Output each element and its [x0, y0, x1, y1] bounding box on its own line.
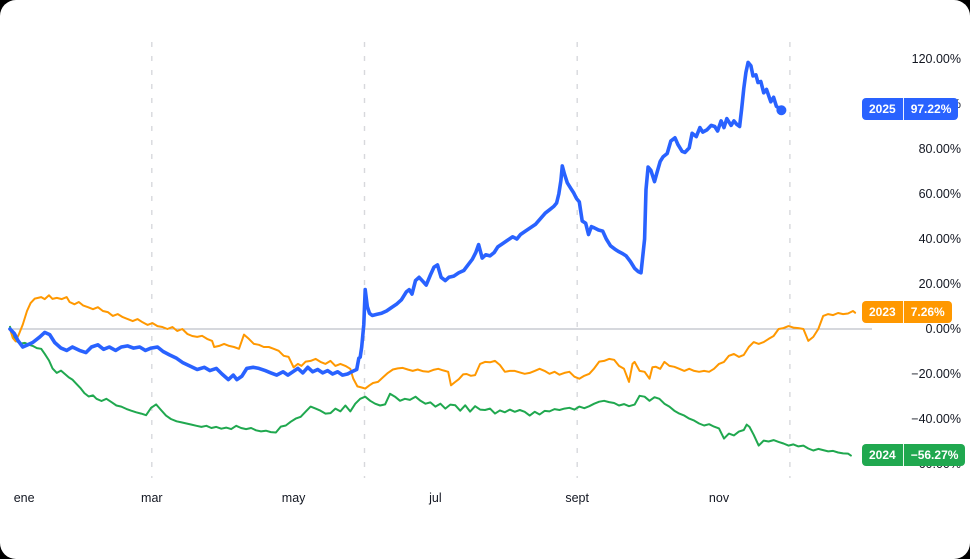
badge-year-label: 2025: [869, 102, 896, 117]
badge-value-label: −56.27%: [902, 443, 966, 466]
badge-year-label: 2024: [869, 447, 896, 462]
series-line-2024[interactable]: [9, 325, 852, 457]
time-tick-label-sept: sept: [565, 491, 589, 505]
price-scale-axis[interactable]: 120.00%100.00%80.00%60.00%40.00%20.00%0.…: [870, 0, 970, 480]
badge-year-label: 2023: [869, 304, 896, 319]
last-value-dot-2025: [776, 105, 787, 116]
series-badge-2023[interactable]: 2023 7.26%: [862, 300, 952, 323]
series-badge-2024[interactable]: 2024 −56.27%: [862, 443, 966, 466]
time-tick-label-mar: mar: [141, 491, 163, 505]
price-tick-label: 60.00%: [918, 187, 961, 201]
price-tick-label: 0.00%: [925, 322, 961, 336]
time-tick-label-jul: jul: [429, 491, 442, 505]
series-line-2023[interactable]: [9, 294, 857, 390]
series-badge-2025[interactable]: 2025 97.22%: [862, 98, 959, 121]
badge-value-label: 97.22%: [902, 98, 959, 121]
price-tick-label: 40.00%: [918, 232, 961, 246]
time-scale-axis[interactable]: ene mar may jul sept nov: [0, 480, 880, 559]
price-tick-label: 20.00%: [918, 277, 961, 291]
price-tick-label: −20.00%: [911, 367, 961, 381]
price-tick-label: 120.00%: [911, 52, 961, 66]
series-line-2025[interactable]: [8, 60, 784, 382]
time-tick-label-nov: nov: [708, 491, 730, 505]
time-tick-label-may: may: [281, 491, 306, 505]
badge-value-label: 7.26%: [902, 300, 952, 323]
time-tick-label-ene: ene: [13, 491, 35, 505]
price-tick-label: −40.00%: [911, 412, 961, 426]
price-tick-label: 80.00%: [918, 142, 961, 156]
